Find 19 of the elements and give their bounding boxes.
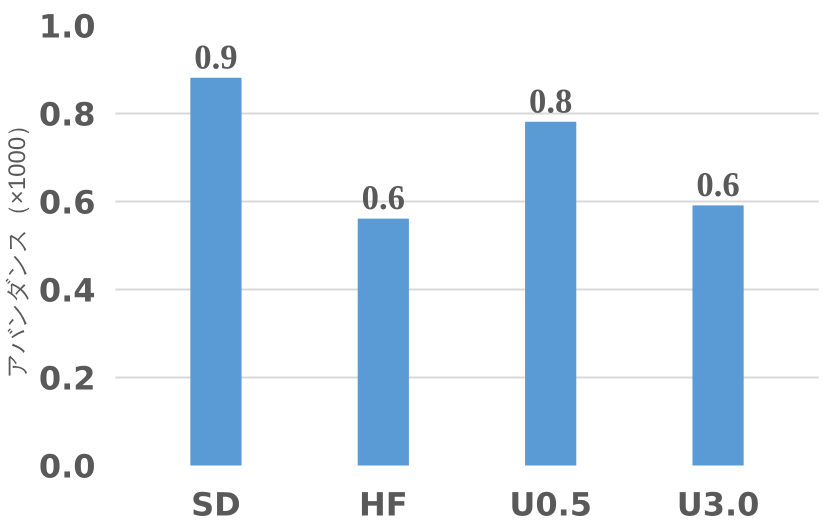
data-label: 0.6 [362,179,405,218]
x-tick-label: SD [191,486,241,524]
y-axis-title: アバンダンス（×1000） [4,112,31,378]
bar [692,205,744,466]
y-tick-label: 1.0 [38,8,96,46]
x-tick-label: U3.0 [676,486,760,524]
y-tick-label: 0.6 [38,184,96,222]
data-label: 0.8 [529,82,572,120]
bar [190,78,242,466]
x-tick-label: U0.5 [509,486,592,524]
x-tick-label: HF [358,486,408,524]
bar [358,218,409,466]
y-tick-label: 0.0 [38,448,96,486]
data-label: 0.9 [194,38,238,76]
y-tick-label: 0.2 [38,360,96,398]
y-tick-label: 0.8 [38,96,96,134]
bar [525,122,576,466]
y-tick-label: 0.4 [38,272,96,310]
data-label: 0.6 [696,166,740,204]
